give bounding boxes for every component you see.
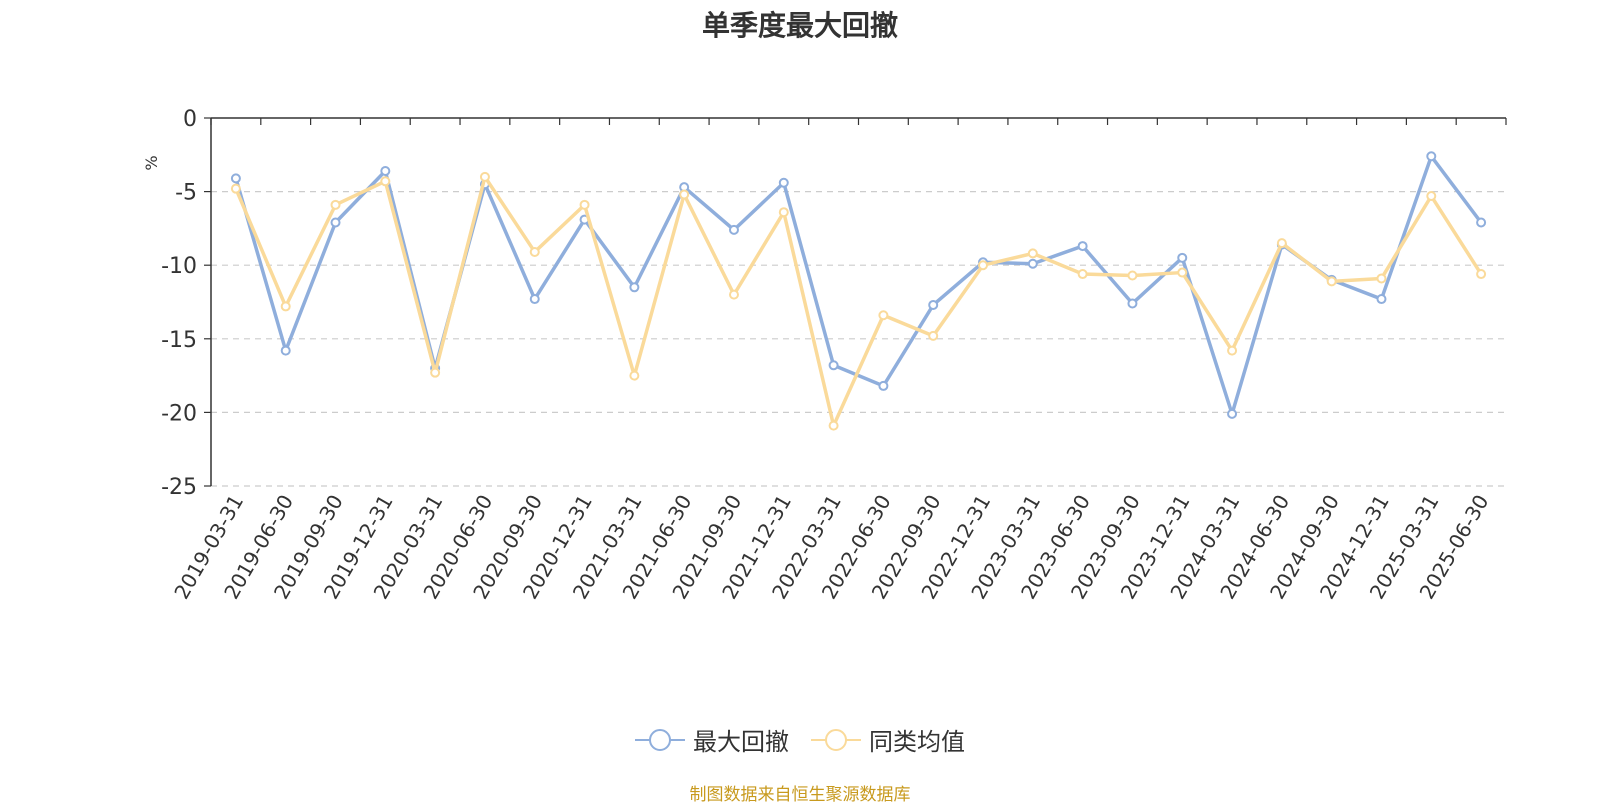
data-point — [1227, 408, 1238, 419]
data-point — [430, 367, 441, 378]
data-point — [280, 301, 291, 312]
series-0 — [230, 151, 1487, 419]
chart-title: 单季度最大回撤 — [701, 9, 898, 42]
data-point — [1426, 151, 1437, 162]
y-tick-label: -5 — [175, 181, 197, 206]
data-point — [828, 420, 839, 431]
data-point — [778, 207, 789, 218]
data-point — [1027, 248, 1038, 259]
data-point — [1127, 270, 1138, 281]
axes: 0-5-10-15-20-252019-03-312019-06-302019-… — [161, 107, 1507, 603]
line-chart: 0-5-10-15-20-252019-03-312019-06-302019-… — [142, 107, 1507, 603]
legend-label-peer-average: 同类均值 — [869, 728, 965, 756]
y-tick-label: 0 — [183, 107, 197, 132]
data-point — [1326, 276, 1337, 287]
data-point — [1227, 345, 1238, 356]
data-point — [1177, 252, 1188, 263]
data-point — [380, 176, 391, 187]
data-point — [280, 345, 291, 356]
data-point — [1276, 238, 1287, 249]
data-point — [728, 224, 739, 235]
data-point — [728, 289, 739, 300]
data-point — [230, 183, 241, 194]
data-point — [1077, 269, 1088, 280]
data-point — [1077, 241, 1088, 252]
data-point — [1376, 273, 1387, 284]
series-1 — [230, 171, 1487, 431]
legend: 最大回撤 同类均值 — [0, 722, 1600, 757]
data-point — [330, 199, 341, 210]
source-note: 制图数据来自恒生聚源数据库 — [689, 785, 911, 805]
data-point — [1376, 294, 1387, 305]
y-tick-label: -25 — [161, 475, 197, 500]
data-point — [479, 171, 490, 182]
data-point — [679, 189, 690, 200]
series-lines — [230, 151, 1487, 431]
data-point — [629, 282, 640, 293]
data-point — [1476, 269, 1487, 280]
series-line — [234, 175, 1483, 428]
y-axis-label: % — [142, 155, 161, 170]
data-point — [878, 380, 889, 391]
data-point — [828, 360, 839, 371]
data-point — [878, 310, 889, 321]
legend-item-max-drawdown[interactable]: 最大回撤 — [635, 722, 789, 757]
legend-marker-max-drawdown — [635, 728, 685, 751]
legend-item-peer-average[interactable]: 同类均值 — [811, 722, 965, 757]
y-tick-label: -15 — [161, 328, 197, 353]
data-point — [1027, 258, 1038, 269]
data-point — [529, 294, 540, 305]
y-tick-label: -10 — [161, 254, 197, 279]
data-point — [1476, 217, 1487, 228]
data-point — [579, 199, 590, 210]
data-point — [629, 370, 640, 381]
data-point — [1127, 298, 1138, 309]
series-line — [234, 154, 1483, 416]
gridlines — [211, 191, 1506, 487]
y-tick-label: -20 — [161, 401, 197, 426]
data-point — [1177, 267, 1188, 278]
data-point — [778, 177, 789, 188]
data-point — [330, 217, 341, 228]
data-point — [230, 173, 241, 184]
data-point — [928, 299, 939, 310]
data-point — [529, 246, 540, 257]
data-point — [928, 330, 939, 341]
legend-marker-peer-average — [811, 728, 861, 751]
data-point — [380, 165, 391, 176]
data-point — [978, 260, 989, 271]
data-point — [1426, 191, 1437, 202]
legend-label-max-drawdown: 最大回撤 — [693, 728, 789, 756]
